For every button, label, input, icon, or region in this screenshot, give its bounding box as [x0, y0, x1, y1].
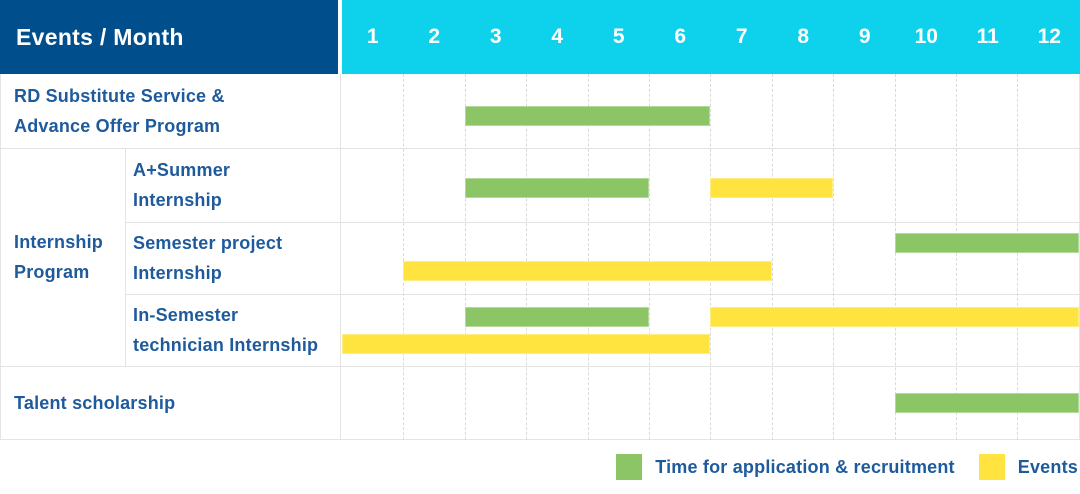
- corner-header: Events / Month: [0, 0, 338, 74]
- month-header-cell: 5: [612, 25, 625, 48]
- month-header-cell: 11: [976, 25, 999, 48]
- gantt-bar-green: [894, 233, 1079, 253]
- corner-header-label: Events / Month: [16, 23, 184, 50]
- grid-line: [710, 74, 712, 440]
- row-label-talent-scholarship: Talent scholarship: [14, 366, 175, 440]
- grid-line: [125, 222, 1080, 223]
- row-label-line: RD Substitute Service &: [14, 86, 225, 106]
- grid-line: [125, 294, 1080, 295]
- grid-line: [1017, 74, 1019, 440]
- group-label-internship-program: Internship Program: [14, 148, 124, 366]
- row-label-line: technician Internship: [133, 335, 319, 355]
- month-header-cell: 10: [914, 25, 938, 48]
- legend-label: Events: [1017, 456, 1078, 477]
- grid-line: [526, 74, 528, 440]
- gantt-bar-yellow: [342, 334, 711, 354]
- gantt-bar-green: [464, 106, 711, 126]
- row-label-line: Internship: [133, 190, 223, 210]
- row-label-line: A+Summer: [133, 160, 231, 180]
- grid-line: [125, 148, 126, 366]
- grid-line: [894, 74, 896, 440]
- green-swatch-icon: [616, 454, 643, 480]
- grid-line: [587, 74, 589, 440]
- gantt-bar-green: [894, 393, 1079, 413]
- row-label-semester-project: Semester project Internship: [133, 222, 282, 294]
- month-header-cell: 12: [1037, 25, 1061, 48]
- row-label-line: In-Semester: [133, 305, 239, 325]
- gantt-bar-green: [464, 178, 649, 198]
- gantt-bar-yellow: [710, 307, 1079, 327]
- grid-line: [956, 74, 957, 440]
- row-label-line: Internship: [133, 263, 223, 283]
- month-header-cell: 9: [858, 25, 871, 48]
- gantt-bar-yellow: [403, 261, 772, 281]
- month-header-cell: 3: [489, 25, 502, 48]
- row-label-line: Talent scholarship: [14, 393, 176, 413]
- legend: Time for application & recruitment Event…: [616, 452, 1078, 482]
- grid-line: [649, 74, 650, 440]
- legend-label: Time for application & recruitment: [655, 456, 955, 477]
- month-header-cell: 7: [735, 25, 748, 48]
- grid-line: [833, 74, 835, 440]
- grid-line: [771, 74, 773, 440]
- grid-line: [0, 148, 1080, 149]
- legend-item-events: Events: [978, 454, 1078, 480]
- gantt-bar-green: [464, 307, 649, 327]
- row-label-a-plus-summer: A+Summer Internship: [133, 148, 230, 222]
- row-label-line: Advance Offer Program: [14, 116, 221, 136]
- yellow-swatch-icon: [978, 454, 1005, 480]
- month-header-cell: 1: [366, 25, 379, 48]
- grid-line: [464, 74, 466, 440]
- month-header-cell: 2: [428, 25, 441, 48]
- legend-item-application: Time for application & recruitment: [616, 454, 955, 480]
- month-header-cell: 4: [551, 25, 564, 48]
- grid-line: [0, 366, 1080, 367]
- month-header-row: 1 2 3 4 5 6 7 8 9 10 11 12: [342, 0, 1080, 74]
- grid-line: [340, 74, 341, 440]
- month-header-cell: 8: [797, 25, 810, 48]
- row-label-in-semester: In-Semester technician Internship: [133, 294, 318, 366]
- grid-line: [403, 74, 405, 440]
- row-label-rd-substitute: RD Substitute Service & Advance Offer Pr…: [14, 74, 225, 148]
- month-header-cell: 6: [674, 25, 687, 48]
- group-label-text: Internship Program: [14, 232, 104, 282]
- gantt-bar-yellow: [710, 178, 834, 198]
- row-label-line: Semester project: [133, 233, 283, 253]
